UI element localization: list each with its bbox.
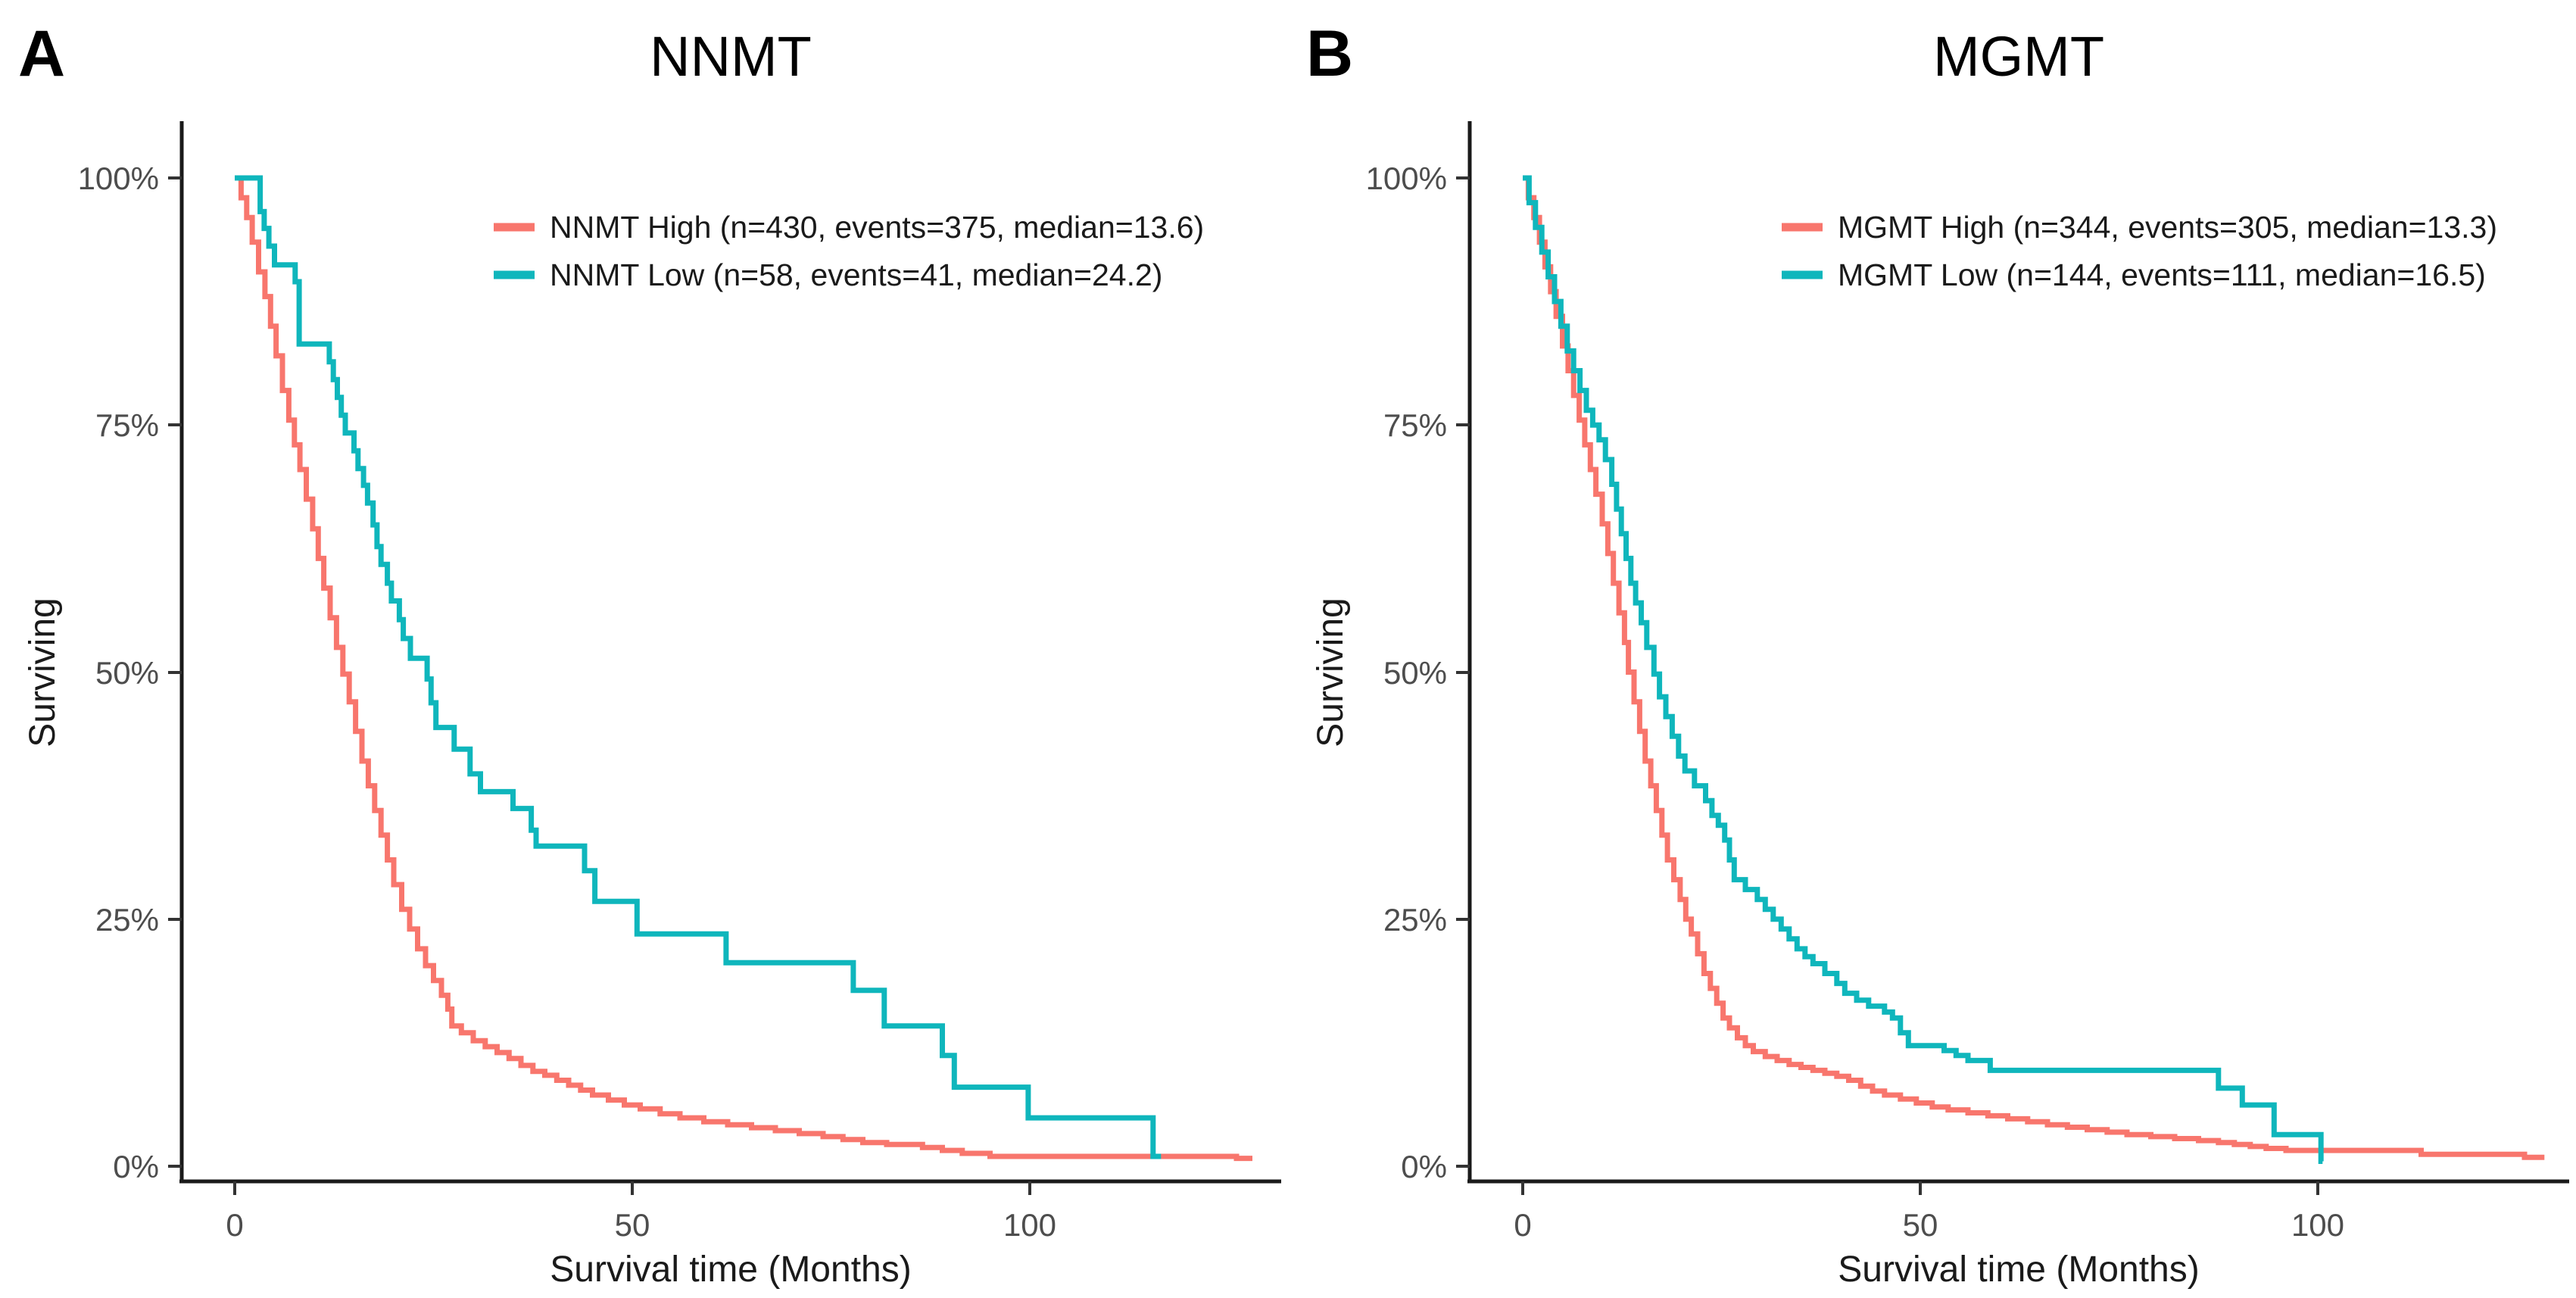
panel-b: B MGMT 100% 75% 50% 25% 0% 0 50 100 Surv… — [1288, 0, 2576, 1298]
legend-label-low: MGMT Low (n=144, events=111, median=16.5… — [1838, 257, 2486, 292]
y-tick-label: 75% — [95, 407, 159, 443]
x-tick-label: 50 — [615, 1207, 650, 1243]
x-tick-label: 100 — [2291, 1207, 2344, 1243]
legend-label-high: MGMT High (n=344, events=305, median=13.… — [1838, 210, 2497, 245]
x-tick-label: 0 — [226, 1207, 243, 1243]
x-axis-title: Survival time (Months) — [1838, 1250, 2199, 1290]
panel-letter: B — [1306, 17, 1353, 90]
x-axis-title: Survival time (Months) — [550, 1250, 911, 1290]
y-axis-title: Surviving — [23, 598, 63, 747]
x-tick-label: 100 — [1003, 1207, 1056, 1243]
km-curve — [1523, 175, 2324, 1164]
y-tick-label: 100% — [78, 161, 159, 196]
km-curves — [1523, 175, 2545, 1164]
y-tick-label: 50% — [1383, 655, 1447, 691]
km-curves — [235, 175, 1252, 1162]
y-axis-title: Surviving — [1311, 598, 1351, 747]
panel-title: MGMT — [1933, 25, 2104, 88]
km-curve — [1523, 175, 2545, 1160]
y-tick-label: 0% — [113, 1149, 159, 1184]
legend-label-low: NNMT Low (n=58, events=41, median=24.2) — [550, 257, 1162, 292]
panel-letter: A — [18, 17, 65, 90]
y-tick-label: 25% — [1383, 902, 1447, 938]
y-tick-label: 25% — [95, 902, 159, 938]
legend: MGMT High (n=344, events=305, median=13.… — [1782, 210, 2497, 292]
y-tick-label: 50% — [95, 655, 159, 691]
x-tick-label: 0 — [1514, 1207, 1531, 1243]
panel-b-svg: B MGMT 100% 75% 50% 25% 0% 0 50 100 Surv… — [1306, 17, 2569, 1290]
panel-title: NNMT — [650, 25, 812, 88]
y-tick-label: 100% — [1366, 161, 1447, 196]
panel-a-svg: A NNMT 100% 75% 50% 25% 0% 0 50 100 — [18, 17, 1281, 1290]
panel-a: A NNMT 100% 75% 50% 25% 0% 0 50 100 — [18, 17, 1281, 1290]
legend: NNMT High (n=430, events=375, median=13.… — [494, 210, 1204, 292]
y-tick-label: 75% — [1383, 407, 1447, 443]
km-curve — [235, 175, 1252, 1162]
y-tick-label: 0% — [1401, 1149, 1447, 1184]
legend-label-high: NNMT High (n=430, events=375, median=13.… — [550, 210, 1204, 245]
km-curve — [235, 175, 1162, 1159]
x-tick-label: 50 — [1903, 1207, 1938, 1243]
